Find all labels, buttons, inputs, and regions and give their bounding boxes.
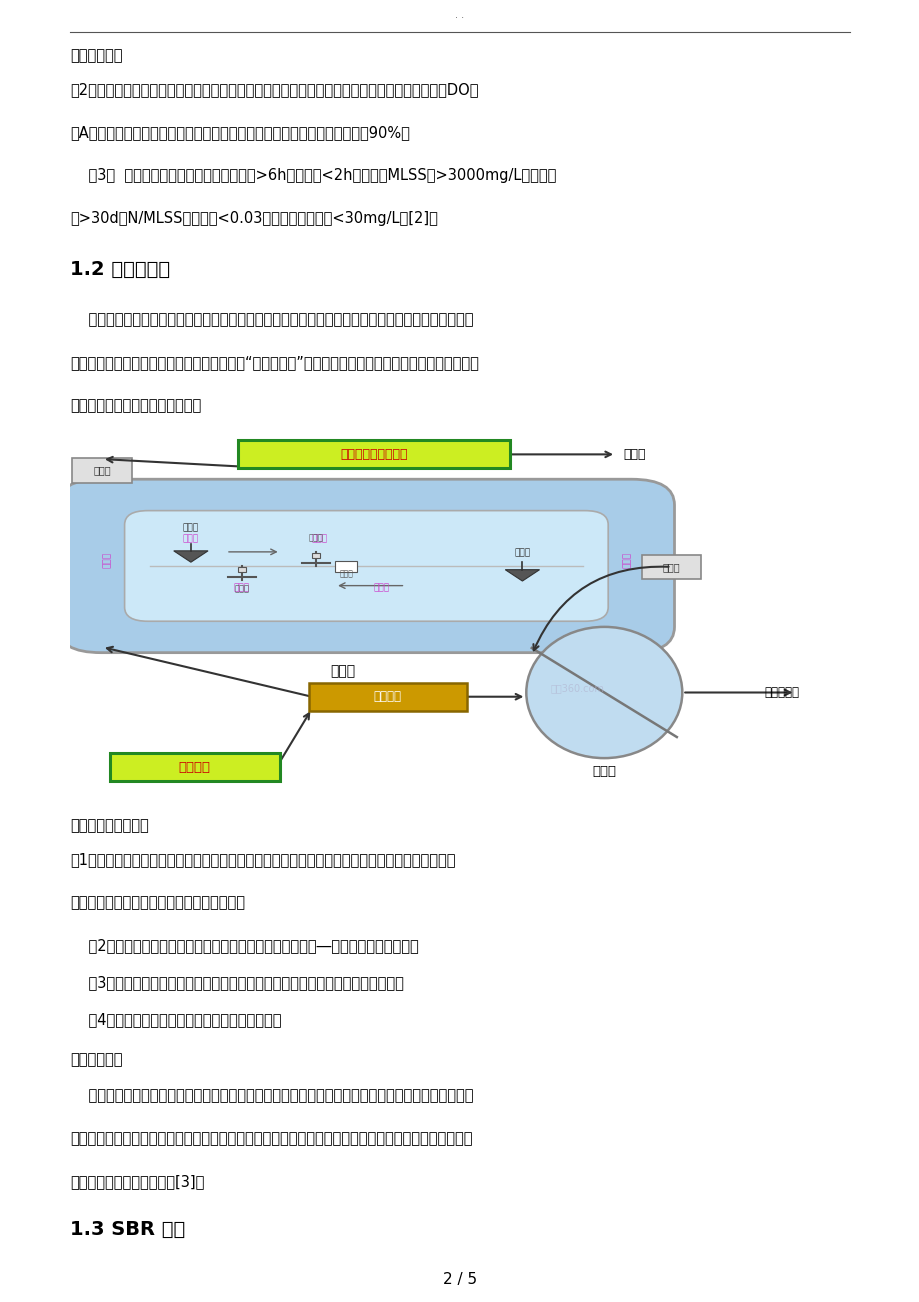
Text: 出水井: 出水井 [662,562,679,572]
Text: 污泥泵房: 污泥泵房 [373,690,402,703]
FancyBboxPatch shape [109,753,279,781]
Polygon shape [174,551,208,562]
Text: 工业360.com: 工业360.com [550,682,603,693]
Text: 缺氧区: 缺氧区 [312,535,327,543]
Text: 氧化沟的技术特点：: 氧化沟的技术特点： [70,818,149,833]
Text: 好氧区: 好氧区 [183,535,199,543]
Text: 游安排入流，在入流点的再上游点安排出流。: 游安排入流，在入流点的再上游点安排出流。 [70,894,244,910]
Text: （1）氧化沟结合推流和完全混合的特点，有力于克服短流和提高缓冲能力，通常在氧化沟曙气区上: （1）氧化沟结合推流和完全混合的特点，有力于克服短流和提高缓冲能力，通常在氧化沟… [70,852,455,867]
Text: 氧化沟: 氧化沟 [330,664,355,678]
Text: 曙气机: 曙气机 [514,548,530,557]
Text: （3）  影响水力停留时间的因数是（硒化>6h，反硒化<2h）循环比MLSS（>3000mg/L）污泥龄: （3） 影响水力停留时间的因数是（硒化>6h，反硒化<2h）循环比MLSS（>3… [70,168,556,184]
Text: 提升泵房、粗细格栅: 提升泵房、粗细格栅 [340,448,407,461]
Bar [335,561,357,572]
Text: 制高等优点。但是，在实际运行过程中，付存在污泥膨胀的问题、泡沫问题、污泥上浮问题、流速不均与: 制高等优点。但是，在实际运行过程中，付存在污泥膨胀的问题、泡沫问题、污泥上浮问题… [70,1131,472,1146]
Text: 传感器: 传感器 [339,569,353,578]
Text: 2 / 5: 2 / 5 [442,1272,477,1286]
Text: 在曙气渠道中不断循环流动，因而有人称其为“循环曙气池”。氧化沟由于水力停留时间长，有机负荷低，: 在曙气渠道中不断循环流动，因而有人称其为“循环曙气池”。氧化沟由于水力停留时间长… [70,355,479,370]
Text: 脱水机房: 脱水机房 [178,760,210,773]
Text: 推流器: 推流器 [233,585,249,594]
Text: 终沉池: 终沉池 [592,766,616,779]
FancyBboxPatch shape [309,682,467,711]
FancyBboxPatch shape [641,555,700,579]
Text: 厄氧区: 厄氧区 [103,552,112,568]
Text: 好氧区: 好氧区 [373,583,390,592]
Text: 虽然氧化沟具有出水水质好、抗冲击负荷能力强、脱氮除磷效率高、污泥较稳定、能耗省、自动化控: 虽然氧化沟具有出水水质好、抗冲击负荷能力强、脱氮除磷效率高、污泥较稳定、能耗省、… [70,1088,473,1103]
Text: 厄氧区: 厄氧区 [622,552,631,568]
Text: 1.2 氧化沟工艺: 1.2 氧化沟工艺 [70,260,170,279]
Text: 氧化沟又名氧化渠，其构筑物呈封闭的环形沟渠。它是活性污泥法的一种变型。由于污水和活性污泥: 氧化沟又名氧化渠，其构筑物呈封闭的环形沟渠。它是活性污泥法的一种变型。由于污水和… [70,312,473,327]
Text: 物的效率低；: 物的效率低； [70,48,122,62]
Polygon shape [505,570,539,581]
Text: 污水源: 污水源 [623,448,646,461]
FancyBboxPatch shape [58,479,674,652]
Text: 污泥沉积问题等一系列问题[3]。: 污泥沉积问题等一系列问题[3]。 [70,1174,204,1189]
Text: 1.3 SBR 工艺: 1.3 SBR 工艺 [70,1220,185,1240]
FancyBboxPatch shape [73,458,131,483]
Text: （3）氧化沟沟功率密度的不均匀配备，有利于氧的传质，液体混合和污泥絮凝。: （3）氧化沟沟功率密度的不均匀配备，有利于氧的传质，液体混合和污泥絮凝。 [70,975,403,990]
Text: 使A阶段难以保持理想的缺氧状态，从而影响反硒化效果，使脱氮率很难达到90%。: 使A阶段难以保持理想的缺氧状态，从而影响反硒化效果，使脱氮率很难达到90%。 [70,125,410,141]
Text: 所以其本质上属于延时曙气系统。: 所以其本质上属于延时曙气系统。 [70,398,201,413]
Text: · ·: · · [455,13,464,23]
Text: 氧化沟缺点：: 氧化沟缺点： [70,1052,122,1068]
Text: （2）氧化沟具有明显的溶解氧浓度梯度，特别适用于硒化―反硒化生物处理工艺。: （2）氧化沟具有明显的溶解氧浓度梯度，特别适用于硒化―反硒化生物处理工艺。 [70,937,418,953]
Bar [312,553,320,559]
Text: （2）提高脱氮效率，必须加大循环比，因而运行费用加大。因为循环液来自曙气池，含有一定的DO，: （2）提高脱氮效率，必须加大循环比，因而运行费用加大。因为循环液来自曙气池，含有… [70,82,478,98]
Text: 缺氧区: 缺氧区 [233,583,249,592]
Text: 曙气机: 曙气机 [183,523,199,533]
Bar [237,568,245,573]
Text: 处理后的水: 处理后的水 [764,686,799,699]
FancyBboxPatch shape [238,440,509,469]
Text: 进水井: 进水井 [93,465,110,475]
Ellipse shape [526,626,682,758]
FancyBboxPatch shape [124,510,607,621]
Text: （>30d）N/MLSS负荷率（<0.03）进水总氮浓度（<30mg/L）[2]。: （>30d）N/MLSS负荷率（<0.03）进水总氮浓度（<30mg/L）[2]… [70,211,437,227]
Text: 推流器: 推流器 [308,533,323,542]
Text: （4）氧化沟的整体功率密度较低，可节约能源。: （4）氧化沟的整体功率密度较低，可节约能源。 [70,1012,281,1027]
